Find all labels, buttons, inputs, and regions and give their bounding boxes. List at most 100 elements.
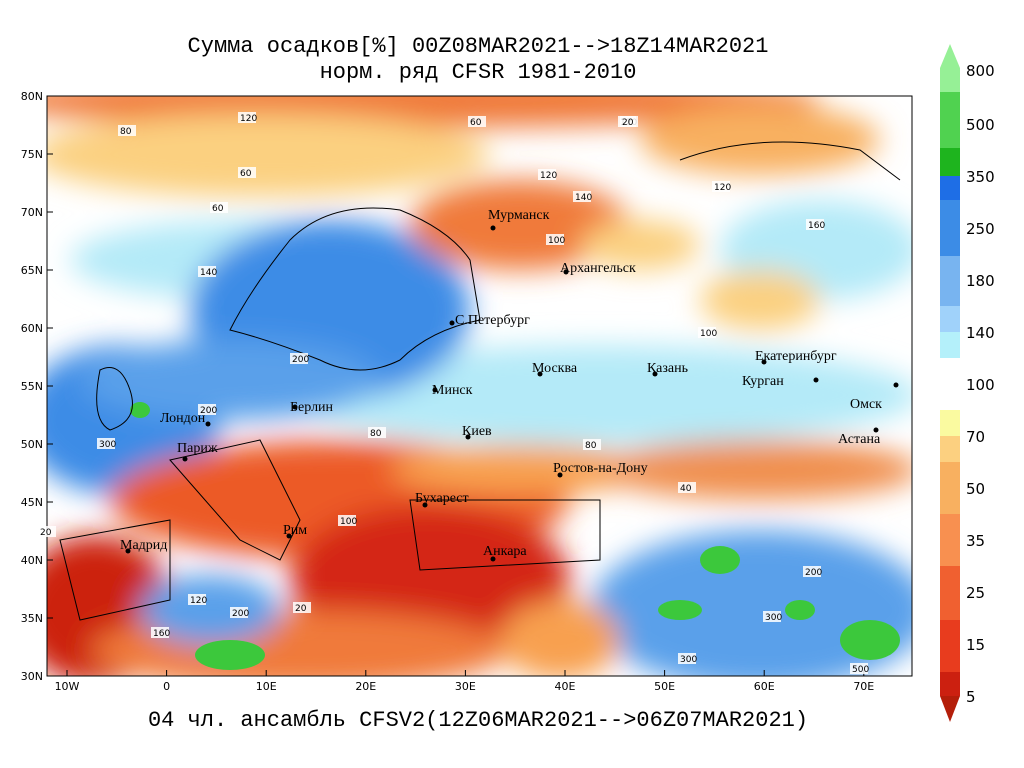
contour-label: 300 (680, 655, 697, 665)
contour-label-bg (546, 234, 564, 245)
contour-label-bg (678, 482, 696, 493)
contour-label: 20 (40, 528, 52, 538)
lon-label: 60E (754, 680, 775, 693)
contour-label: 20 (295, 604, 307, 614)
contour-label: 300 (765, 613, 782, 623)
lon-label: 30E (455, 680, 476, 693)
colorbar-label: 350 (966, 168, 995, 186)
contour-label: 60 (240, 169, 252, 179)
colorbar-segment (940, 514, 960, 566)
city-dot (286, 533, 292, 539)
contour-label: 160 (808, 221, 825, 231)
contour-label-bg (368, 427, 386, 438)
contour-label: 300 (99, 440, 116, 450)
contour-label-bg (188, 594, 206, 605)
contour-label-bg (97, 438, 115, 449)
colorbar-label: 180 (966, 272, 995, 290)
colorbar-label: 35 (966, 532, 985, 550)
contour-label-bg (763, 611, 781, 622)
contour-label-bg (620, 116, 638, 127)
contour-label: 120 (240, 114, 257, 124)
city-label: Архангельск (560, 261, 636, 276)
subtitle: норм. ряд CFSR 1981-2010 (320, 60, 637, 85)
contour-label: 120 (540, 171, 557, 181)
colorbar-segment (940, 200, 960, 256)
city-label: Ростов-на-Дону (553, 461, 648, 476)
city-label: Казань (647, 361, 688, 376)
contour-label: 140 (200, 268, 217, 278)
colorbar-segment (940, 256, 960, 306)
contour-label: 60 (470, 118, 482, 128)
city-dot (761, 359, 767, 365)
city-label: Берлин (290, 400, 334, 415)
contour-label-bg (38, 526, 56, 537)
lon-label: 40E (555, 680, 576, 693)
city-dot (557, 472, 563, 478)
contour-label: 20 (622, 118, 634, 128)
lon-label: 50E (654, 680, 675, 693)
city-label: Рим (283, 523, 307, 538)
contour-label-bg (118, 125, 136, 136)
contour-label-bg (468, 116, 486, 127)
city-dot (563, 269, 569, 275)
contour-label-bg (198, 266, 216, 277)
contour-label: 120 (190, 596, 207, 606)
city-dot (537, 371, 543, 377)
colorbar-label: 15 (966, 636, 985, 654)
contour-label: 200 (200, 406, 217, 416)
city-label: Курган (742, 374, 784, 389)
lon-label: 10W (55, 680, 80, 693)
contour-label-bg (290, 353, 308, 364)
city-label: Москва (532, 361, 578, 376)
colorbar-label: 140 (966, 324, 995, 342)
lat-label: 65N (21, 264, 43, 277)
lat-label: 50N (21, 438, 43, 451)
city-label: Лондон (160, 411, 206, 426)
contour-label-bg (698, 327, 716, 338)
contour-label-bg (573, 191, 591, 202)
lat-label: 45N (21, 496, 43, 509)
city-dot (813, 377, 819, 383)
contour-label: 100 (340, 517, 357, 527)
lon-label: 70E (853, 680, 874, 693)
lat-label: 75N (21, 148, 43, 161)
contour-label-bg (210, 202, 228, 213)
colorbar-segment (940, 148, 960, 176)
city-label: Мадрид (120, 538, 167, 553)
contour-label: 200 (232, 609, 249, 619)
colorbar-segment (940, 410, 960, 436)
lon-label: 0 (163, 680, 170, 693)
colorbar-label: 25 (966, 584, 985, 602)
lat-label: 80N (21, 90, 43, 103)
city-dot (652, 371, 658, 377)
lat-label: 70N (21, 206, 43, 219)
city-dot (182, 456, 188, 462)
colorbar-label: 250 (966, 220, 995, 238)
contour-label-bg (293, 602, 311, 613)
city-dot (465, 434, 471, 440)
lat-label: 40N (21, 554, 43, 567)
lon-label: 20E (355, 680, 376, 693)
contour-label-bg (538, 169, 556, 180)
city-label: Анкара (483, 544, 527, 559)
city-label: Киев (462, 424, 492, 439)
city-dot (432, 387, 438, 393)
contour-label-bg (198, 404, 216, 415)
city-label: Екатеринбург (755, 349, 837, 364)
colorbar: 800 500 350 250 180 140 100 70 50 35 25 15 5 (940, 44, 995, 722)
contour-label: 80 (370, 429, 382, 439)
contour-label-bg (151, 627, 169, 638)
city-label: Париж (177, 441, 218, 456)
contour-label-bg (583, 439, 601, 450)
contour-label: 160 (153, 629, 170, 639)
lat-label: 55N (21, 380, 43, 393)
city-dot (422, 502, 428, 508)
colorbar-arrow (940, 696, 960, 722)
colorbar-segment (940, 176, 960, 200)
colorbar-segment (940, 462, 960, 514)
lon-label: 10E (256, 680, 277, 693)
city-dot (449, 320, 455, 326)
city-label: С.Петербург (455, 313, 530, 328)
city-dot (125, 548, 131, 554)
